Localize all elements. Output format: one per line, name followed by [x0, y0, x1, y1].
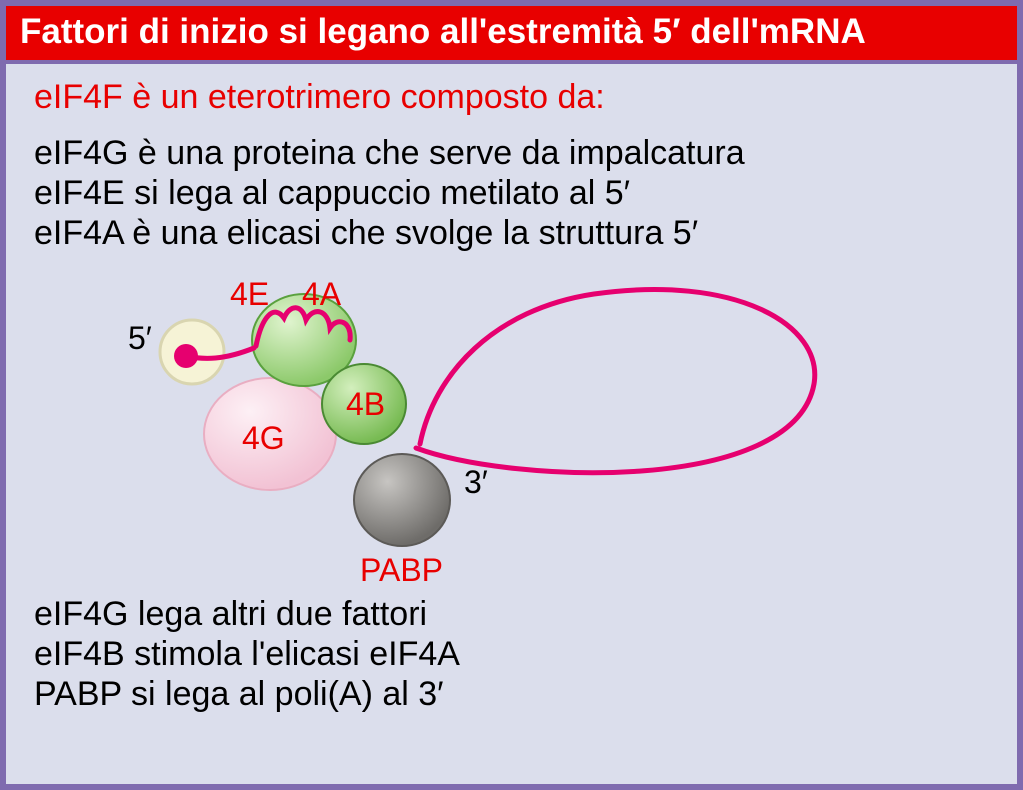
label-3: 3′: [464, 464, 488, 501]
slide-frame: Fattori di inizio si legano all'estremit…: [0, 0, 1023, 790]
bottom-line-1: eIF4G lega altri due fattori: [34, 595, 427, 633]
desc-line-1: eIF4G è una proteina che serve da impalc…: [34, 134, 745, 172]
label-4g: 4G: [242, 420, 285, 457]
cap-5prime: [174, 344, 198, 368]
protein-pabp: [354, 454, 450, 546]
label-4b: 4B: [346, 386, 385, 423]
subtitle-text: eIF4F è un eterotrimero composto da:: [34, 78, 989, 117]
diagram-svg: [114, 264, 834, 584]
label-4e: 4E: [230, 276, 269, 313]
title-bar: Fattori di inizio si legano all'estremit…: [6, 6, 1017, 64]
desc-line-3: eIF4A è una elicasi che svolge la strutt…: [34, 214, 698, 252]
protein-diagram: 4E4A5′4B4G3′PABP: [114, 264, 834, 584]
description-block: eIF4G è una proteina che serve da impalc…: [34, 133, 989, 253]
label-4a: 4A: [302, 276, 341, 313]
mrna-loop: [416, 289, 815, 472]
desc-line-2: eIF4E si lega al cappuccio metilato al 5…: [34, 174, 630, 212]
bottom-description-block: eIF4G lega altri due fattori eIF4B stimo…: [6, 594, 1017, 714]
title-text: Fattori di inizio si legano all'estremit…: [20, 12, 866, 51]
body-area: eIF4F è un eterotrimero composto da: eIF…: [6, 64, 1017, 593]
bottom-line-3: PABP si lega al poli(A) al 3′: [34, 675, 444, 713]
label-pabp: PABP: [360, 552, 443, 589]
label-5: 5′: [128, 320, 152, 357]
bottom-line-2: eIF4B stimola l'elicasi eIF4A: [34, 635, 460, 673]
